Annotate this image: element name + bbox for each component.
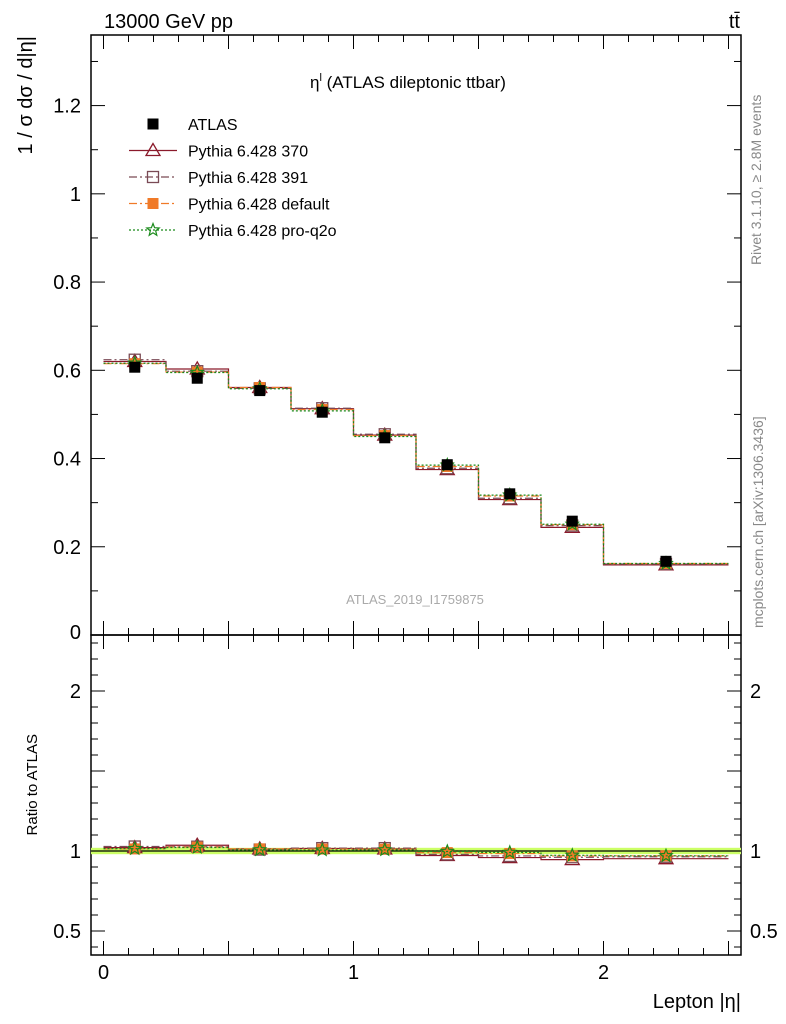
atlas-data-point bbox=[504, 488, 516, 500]
legend-marker bbox=[145, 221, 161, 237]
series-atlas bbox=[129, 361, 672, 567]
plot-title: ηl (ATLAS dileptonic ttbar) bbox=[310, 72, 506, 92]
ratio-point bbox=[377, 841, 393, 857]
atlas-data-point bbox=[379, 432, 391, 444]
y-tick-label: 0.2 bbox=[53, 537, 81, 559]
ratio-point bbox=[127, 840, 143, 856]
ratio-y-tick-label-right: 2 bbox=[750, 681, 761, 703]
ratio-point bbox=[189, 839, 205, 855]
data-point bbox=[191, 366, 203, 378]
legend-label: Pythia 6.428 default bbox=[188, 197, 330, 214]
series-4 bbox=[103, 355, 729, 571]
series-1 bbox=[103, 353, 729, 571]
y-tick-label: 1.2 bbox=[53, 96, 81, 118]
atlas-data-point bbox=[316, 406, 328, 418]
legend-label: Pythia 6.428 370 bbox=[188, 144, 308, 161]
x-tick-label: 1 bbox=[348, 962, 359, 984]
axis-ticks: 0 0.2 0.4 0.6 0.8 1 1.2 0.5 0.5 1 1 2 2 0 1 2 bbox=[53, 35, 778, 984]
ratio-y-tick-label: 1 bbox=[70, 841, 81, 863]
legend-marker bbox=[146, 170, 160, 184]
ratio-point bbox=[566, 850, 578, 862]
ratio-point bbox=[129, 843, 141, 855]
series-line bbox=[103, 362, 729, 565]
ratio-line bbox=[103, 846, 729, 857]
ratio-plot-frame bbox=[90, 634, 742, 956]
legend-label: Pythia 6.428 pro-q2o bbox=[188, 223, 337, 240]
legend-label: ATLAS bbox=[188, 117, 238, 134]
atlas-data-point bbox=[441, 459, 453, 471]
ratio-point bbox=[564, 847, 580, 862]
ratio-point bbox=[314, 841, 330, 857]
energy-label: 13000 GeV pp bbox=[104, 11, 233, 33]
y-tick-label: 0.6 bbox=[53, 360, 81, 382]
analysis-watermark: ATLAS_2019_I1759875 bbox=[346, 592, 484, 607]
ratio-point bbox=[252, 841, 268, 857]
ratio-series-4 bbox=[103, 839, 729, 863]
ratio-point bbox=[316, 843, 328, 855]
ratio-line bbox=[103, 846, 729, 857]
y-tick-label: 0.4 bbox=[53, 449, 81, 471]
legend-entry: Pythia 6.428 pro-q2o bbox=[129, 221, 337, 240]
legend-entry: Pythia 6.428 default bbox=[129, 197, 330, 214]
legend-entry: Pythia 6.428 370 bbox=[129, 142, 308, 161]
ratio-point bbox=[254, 843, 266, 855]
ratio-y-tick-label: 0.5 bbox=[53, 921, 81, 943]
legend-marker bbox=[147, 198, 159, 209]
legend-marker bbox=[144, 142, 162, 157]
atlas-data-point bbox=[254, 385, 266, 397]
ratio-y-tick-label-right: 0.5 bbox=[750, 921, 778, 943]
y-tick-label: 1 bbox=[70, 184, 81, 206]
y-tick-label: 0.8 bbox=[53, 272, 81, 294]
ratio-y-tick-label: 2 bbox=[70, 681, 81, 703]
mcplots-label: mcplots.cern.ch [arXiv:1306.3436] bbox=[750, 416, 766, 628]
ratio-point bbox=[502, 844, 518, 860]
atlas-data-point bbox=[566, 515, 578, 527]
x-tick-label: 2 bbox=[598, 962, 609, 984]
ratio-y-axis-label: Ratio to ATLAS bbox=[24, 734, 41, 835]
x-axis-label: Lepton |η| bbox=[653, 991, 741, 1013]
legend-label: Pythia 6.428 391 bbox=[188, 170, 308, 187]
atlas-data-point bbox=[191, 372, 203, 384]
legend: ATLAS Pythia 6.428 370 Pythia 6.428 391 Pyt… bbox=[129, 117, 337, 240]
y-axis-label: 1 / σ dσ / d|η| bbox=[15, 36, 37, 154]
legend-marker bbox=[147, 118, 159, 130]
ratio-y-tick-label-right: 1 bbox=[750, 841, 761, 863]
ratio-point bbox=[441, 847, 453, 859]
ratio-point bbox=[658, 847, 674, 863]
x-tick-label: 0 bbox=[98, 962, 109, 984]
atlas-data-point bbox=[660, 555, 672, 567]
ratio-point bbox=[439, 843, 455, 859]
atlas-data-point bbox=[129, 361, 141, 373]
ratio-point bbox=[504, 848, 516, 860]
legend-entry: ATLAS bbox=[147, 117, 238, 134]
ratio-line bbox=[103, 845, 729, 858]
y-tick-label: 0 bbox=[70, 622, 81, 644]
rivet-version-label: Rivet 3.1.10, ≥ 2.8M events bbox=[748, 95, 764, 265]
legend-entry: Pythia 6.428 391 bbox=[129, 170, 308, 187]
data-series bbox=[103, 353, 729, 866]
ratio-point bbox=[379, 843, 391, 855]
process-label: tt̄ bbox=[729, 11, 741, 33]
ratio-point bbox=[191, 841, 203, 853]
